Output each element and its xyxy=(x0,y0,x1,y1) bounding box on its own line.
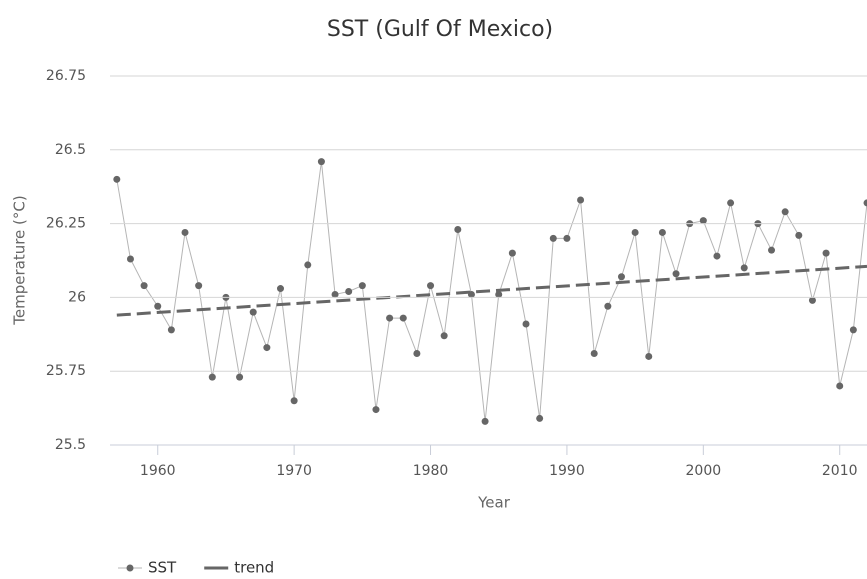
data-point xyxy=(440,332,448,340)
series-line xyxy=(116,161,867,422)
data-point xyxy=(590,349,598,357)
data-point xyxy=(113,175,121,183)
data-point xyxy=(645,352,653,360)
x-axis-title: Year xyxy=(477,494,511,512)
data-point xyxy=(822,249,830,257)
data-point xyxy=(727,199,735,207)
data-point xyxy=(358,282,366,290)
data-point xyxy=(399,314,407,322)
data-point xyxy=(154,302,162,310)
data-point xyxy=(522,320,530,328)
y-tick-label: 26 xyxy=(68,289,86,305)
x-tick-label: 2000 xyxy=(686,463,722,479)
data-point xyxy=(617,273,625,281)
data-point xyxy=(345,287,353,295)
data-point xyxy=(126,255,134,263)
data-point xyxy=(536,414,544,422)
data-point xyxy=(781,208,789,216)
data-point xyxy=(699,217,707,225)
data-point xyxy=(577,196,585,204)
data-point xyxy=(167,326,175,334)
y-axis-title: Temperature (°C) xyxy=(11,195,29,325)
y-tick-label: 26.75 xyxy=(46,68,86,84)
data-point xyxy=(836,382,844,390)
legend-label: trend xyxy=(234,559,274,577)
legend-item: SST xyxy=(118,559,177,577)
data-point xyxy=(276,285,284,293)
data-point xyxy=(195,282,203,290)
data-point xyxy=(740,264,748,272)
data-point xyxy=(495,290,503,298)
data-point xyxy=(508,249,516,257)
data-point xyxy=(658,228,666,236)
data-point xyxy=(208,373,216,381)
legend-marker xyxy=(126,564,134,572)
data-point xyxy=(263,344,271,352)
data-point xyxy=(427,282,435,290)
data-point xyxy=(808,296,816,304)
y-tick-label: 26.25 xyxy=(46,216,86,232)
data-point xyxy=(849,326,857,334)
data-point xyxy=(481,417,489,425)
trend-line xyxy=(116,264,867,317)
chart-title: SST (Gulf Of Mexico) xyxy=(327,17,553,42)
data-point xyxy=(413,349,421,357)
data-point xyxy=(236,373,244,381)
x-tick-label: 1960 xyxy=(140,463,176,479)
data-point xyxy=(454,226,462,234)
data-point xyxy=(563,234,571,242)
y-tick-label: 25.5 xyxy=(55,437,86,453)
y-tick-label: 25.75 xyxy=(46,363,86,379)
data-point xyxy=(795,231,803,239)
x-tick-label: 1990 xyxy=(549,463,585,479)
data-point xyxy=(386,314,394,322)
data-point xyxy=(317,158,325,166)
data-point xyxy=(372,406,380,414)
data-point xyxy=(549,234,557,242)
data-point xyxy=(290,397,298,405)
legend-label: SST xyxy=(148,559,177,577)
data-point xyxy=(631,228,639,236)
data-point xyxy=(140,282,148,290)
x-tick-label: 1970 xyxy=(276,463,312,479)
data-point xyxy=(863,199,867,207)
legend-item: trend xyxy=(204,559,274,577)
data-point xyxy=(604,302,612,310)
y-tick-label: 26.5 xyxy=(55,142,86,158)
data-point xyxy=(249,308,257,316)
data-point xyxy=(672,270,680,278)
data-point xyxy=(304,261,312,269)
data-point xyxy=(713,252,721,260)
plot-area xyxy=(113,158,867,425)
x-tick-label: 1980 xyxy=(413,463,449,479)
data-point xyxy=(331,290,339,298)
data-point xyxy=(768,246,776,254)
data-point xyxy=(181,228,189,236)
x-tick-label: 2010 xyxy=(822,463,858,479)
